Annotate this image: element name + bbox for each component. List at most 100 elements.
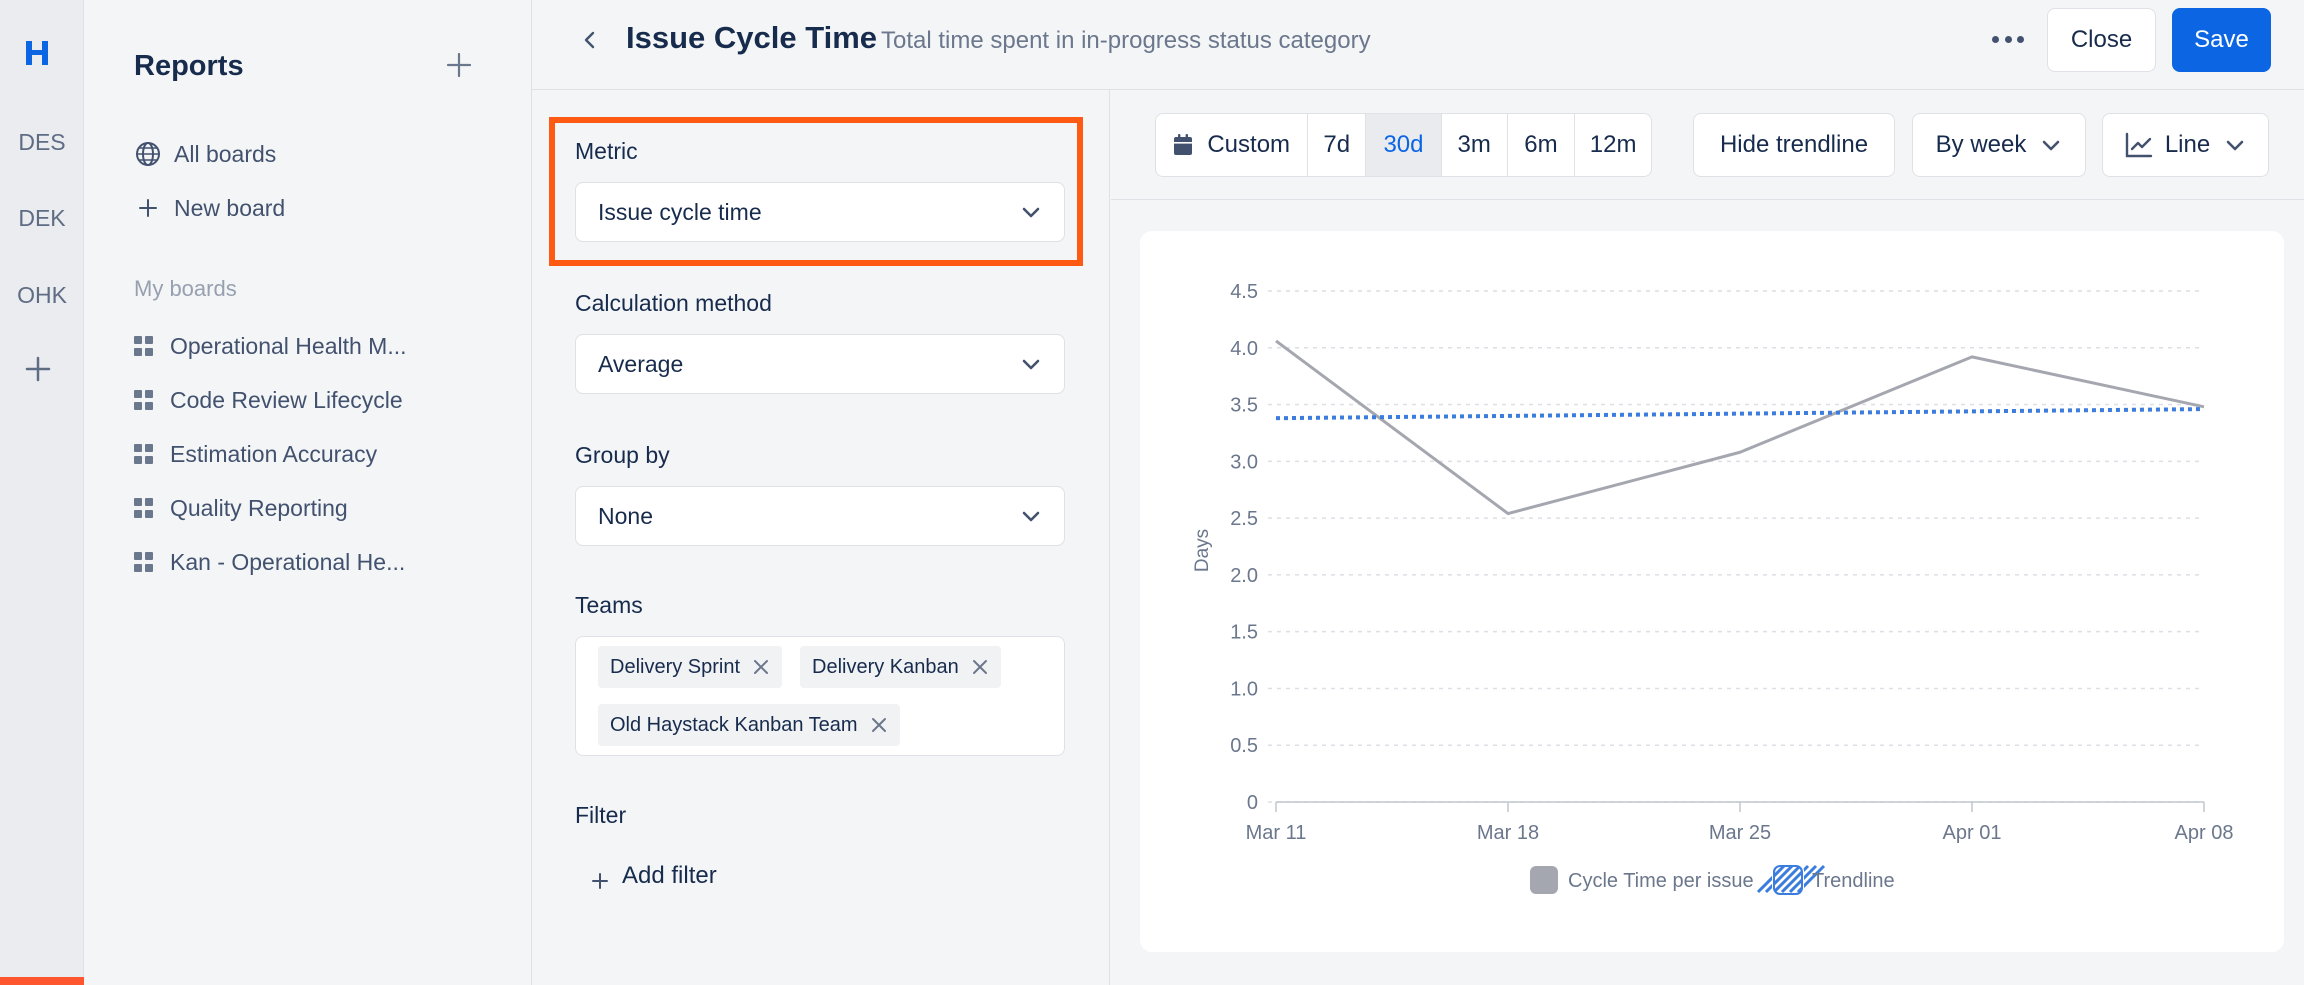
close-button[interactable]: Close: [2047, 8, 2156, 72]
chevron-down-icon: [2224, 134, 2246, 156]
add-filter-button[interactable]: Add filter: [592, 862, 717, 890]
add-project-icon[interactable]: [22, 353, 54, 385]
teams-label: Teams: [575, 592, 643, 618]
range-3m-button[interactable]: 3m: [1442, 114, 1508, 176]
remove-chip-icon[interactable]: [870, 716, 888, 734]
metric-highlight-box: [549, 117, 1083, 266]
app-rail: DES DEK OHK: [0, 0, 180, 985]
sidebar-item-all-boards[interactable]: All boards: [134, 134, 276, 174]
range-custom-label: Custom: [1207, 131, 1291, 158]
page-title: Issue Cycle Time: [626, 20, 878, 55]
chart-card: 0 0.5 1.0 1.5 2.0 2.5 3.0 3.5 4.0 4.5 Mar 11 Mar 18…: [1140, 231, 2284, 952]
metric-value: Issue cycle time: [598, 198, 762, 225]
date-range-selector: Custom 7d 30d 3m 6m 12m: [1155, 113, 1652, 177]
y-tick-label: 0.5: [1230, 735, 1258, 757]
group-by-select[interactable]: None: [575, 486, 1065, 546]
back-chevron-icon[interactable]: [578, 28, 602, 52]
group-by-label: Group by: [575, 442, 670, 468]
sidebar-item-new-board[interactable]: New board: [134, 188, 285, 228]
calculation-method-label: Calculation method: [575, 290, 772, 316]
y-tick-label: 1.0: [1230, 678, 1258, 700]
sidebar-title: Reports: [134, 50, 244, 82]
remove-chip-icon[interactable]: [971, 658, 989, 676]
board-label: Quality Reporting: [170, 494, 348, 521]
chevron-down-icon: [1020, 353, 1042, 375]
plus-icon: [592, 868, 608, 889]
sidebar-board-item[interactable]: Code Review Lifecycle: [134, 380, 403, 420]
chart-type-dropdown[interactable]: Line: [2102, 113, 2269, 177]
y-tick-label: 4.5: [1230, 281, 1258, 303]
chevron-down-icon: [2040, 134, 2062, 156]
x-tick-label: Mar 18: [1477, 822, 1539, 844]
filter-label: Filter: [575, 802, 627, 828]
legend-hatch: [1756, 864, 1786, 894]
trendline-series-line: [1275, 407, 2205, 421]
add-filter-label: Add filter: [622, 862, 717, 889]
team-chip-label: Old Haystack Kanban Team: [610, 713, 858, 736]
legend-hatch: [1764, 864, 1794, 894]
teams-multiselect[interactable]: Delivery Sprint Delivery Kanban Old Hays…: [575, 636, 1065, 756]
group-by-period-dropdown[interactable]: By week: [1912, 113, 2086, 177]
remove-chip-icon[interactable]: [752, 658, 770, 676]
y-tick-label: 2.0: [1230, 565, 1258, 587]
board-label: Operational Health M...: [170, 332, 407, 359]
rail-project-dek[interactable]: DEK: [18, 205, 66, 231]
legend-swatch-cycle-time: [1530, 866, 1558, 894]
y-tick-label: 1.5: [1230, 622, 1258, 644]
sidebar-board-item[interactable]: Estimation Accuracy: [134, 434, 377, 474]
y-tick-label: 3.5: [1230, 395, 1258, 417]
legend-label-cycle-time: Cycle Time per issue: [1568, 870, 1754, 892]
metric-select[interactable]: Issue cycle time: [575, 182, 1065, 242]
group-by-value: None: [598, 502, 653, 529]
line-chart-icon: [2125, 132, 2153, 158]
y-tick-label: 4.0: [1230, 338, 1258, 360]
cycle-time-chart: 0 0.5 1.0 1.5 2.0 2.5 3.0 3.5 4.0 4.5 Mar 11 Mar 18…: [1192, 281, 2234, 896]
legend-hatch: [1772, 864, 1802, 894]
board-label: Kan - Operational He...: [170, 548, 406, 575]
x-tick-label: Mar 25: [1709, 822, 1771, 844]
sidebar-item-label: New board: [174, 194, 286, 221]
range-30d-button[interactable]: 30d: [1366, 114, 1442, 176]
team-chip-label: Delivery Sprint: [610, 655, 741, 678]
rail-project-ohk[interactable]: OHK: [17, 282, 67, 308]
metric-label: Metric: [575, 138, 638, 164]
sidebar-item-label: All boards: [174, 140, 277, 167]
x-tick-label: Apr 08: [2175, 822, 2234, 844]
range-12m-button[interactable]: 12m: [1589, 131, 1637, 158]
sidebar-board-item[interactable]: Quality Reporting: [134, 488, 348, 528]
range-6m-button[interactable]: 6m: [1508, 114, 1576, 176]
add-report-icon[interactable]: [446, 52, 472, 78]
team-chip-label: Delivery Kanban: [812, 655, 959, 678]
chevron-down-icon: [1020, 505, 1042, 527]
y-axis-label: Days: [1192, 529, 1213, 572]
more-options-icon[interactable]: [1992, 36, 2024, 46]
calculation-method-select[interactable]: Average: [575, 334, 1065, 394]
board-grid-icon: [134, 390, 154, 410]
chevron-down-icon: [1020, 201, 1042, 223]
hide-trendline-button[interactable]: Hide trendline: [1693, 113, 1895, 177]
x-tick-label: Mar 11: [1246, 822, 1307, 844]
my-boards-label: My boards: [134, 276, 237, 301]
reports-sidebar: Reports All boards New board My boards O…: [84, 0, 532, 985]
save-button[interactable]: Save: [2172, 8, 2271, 72]
y-tick-label: 3.0: [1230, 451, 1258, 473]
rail-project-des[interactable]: DES: [18, 129, 66, 155]
team-chip: Old Haystack Kanban Team: [598, 704, 900, 746]
page-subtitle: Total time spent in in-progress status c…: [881, 27, 1371, 54]
sidebar-board-item[interactable]: Kan - Operational He...: [134, 542, 405, 582]
sidebar-board-item[interactable]: Operational Health M...: [134, 326, 407, 366]
app-logo-icon[interactable]: [20, 36, 54, 70]
legend-label-trendline: Trendline: [1812, 870, 1895, 892]
board-grid-icon: [134, 552, 154, 572]
y-tick-label: 0: [1247, 792, 1258, 814]
range-7d-button[interactable]: 7d: [1308, 114, 1367, 176]
team-chip: Delivery Sprint: [598, 646, 783, 688]
chart-toolbar: Custom 7d 30d 3m 6m 12m Hide trendline B…: [1111, 90, 2304, 200]
cycle-time-series-line: [1275, 339, 2205, 516]
chart-type-label: Line: [2164, 131, 2211, 158]
calendar-icon: [1173, 134, 1193, 156]
report-header: Issue Cycle Time Total time spent in in-…: [532, 0, 2304, 90]
report-config-panel: Metric Issue cycle time Calculation meth…: [532, 90, 1110, 985]
x-tick-label: Apr 01: [1943, 822, 2002, 844]
range-custom-button[interactable]: Custom: [1156, 114, 1309, 176]
